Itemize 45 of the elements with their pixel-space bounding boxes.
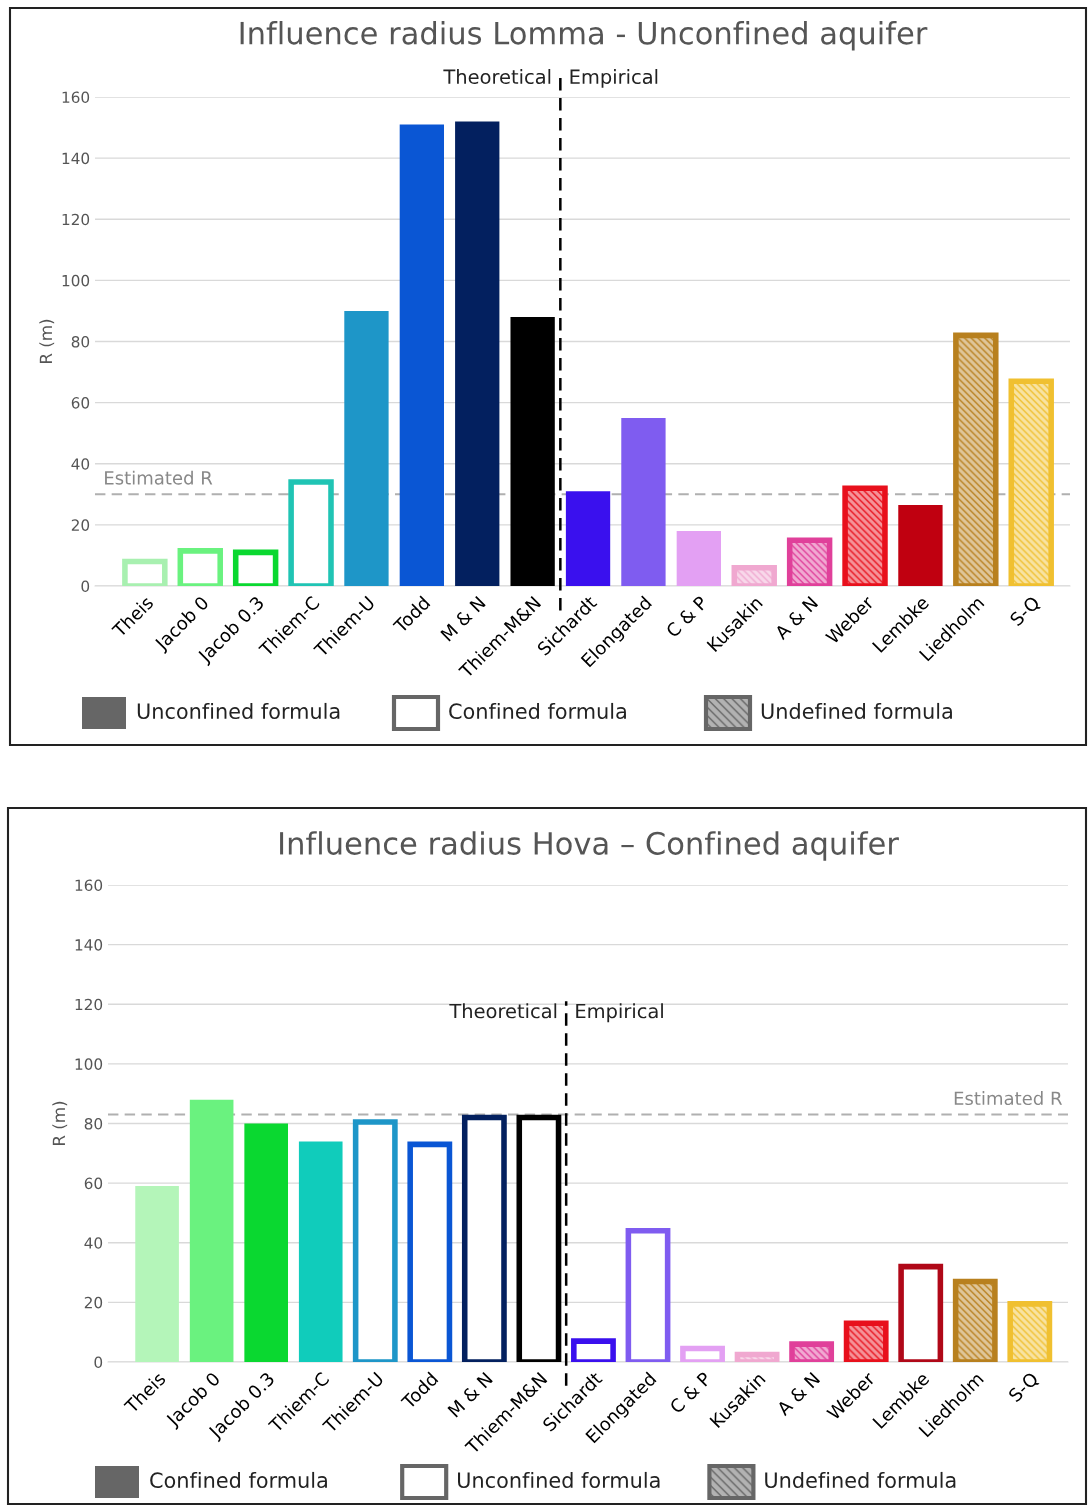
- y-tick-label: 0: [94, 1356, 103, 1369]
- chart-title: Influence radius Lomma - Unconfined aquifer: [240, 21, 928, 51]
- y-tick-label: 20: [71, 519, 90, 531]
- text: Undefined formula: [765, 1471, 956, 1489]
- y-tick-label: 0: [81, 580, 90, 593]
- x-tick-label: C & P: [665, 594, 709, 639]
- x-tick-label: S-Q: [1007, 1371, 1041, 1405]
- text: Empirical: [570, 69, 658, 88]
- y-tick-label: 60: [71, 397, 90, 409]
- x-tick-label: C & P: [668, 1370, 712, 1415]
- y-tick-label: 100: [62, 274, 90, 287]
- y-tick-label: 40: [71, 458, 90, 470]
- ref-line-label: Estimated R: [105, 470, 213, 485]
- y-tick-label: 60: [84, 1177, 103, 1190]
- y-tick-label: 140: [62, 152, 90, 165]
- y-tick-label: 140: [75, 939, 103, 951]
- text: Confined formula: [449, 702, 626, 720]
- text: Unconfined formula: [137, 702, 340, 720]
- x-tick-label: A & N: [775, 1371, 821, 1417]
- text: Undefined formula: [761, 702, 952, 720]
- y-tick-label: 120: [75, 998, 103, 1011]
- y-tick-label: 80: [84, 1117, 103, 1130]
- annotation: Theoretical: [449, 1003, 557, 1019]
- ref-line-label: Estimated R: [954, 1091, 1063, 1106]
- text: Theoretical: [443, 69, 551, 85]
- y-tick-label: 160: [75, 879, 103, 892]
- bar: [621, 417, 666, 586]
- y-axis-title: R (m): [39, 319, 55, 363]
- bar: [455, 121, 500, 586]
- y-tick-label: 120: [62, 213, 90, 226]
- y-tick-label: 20: [84, 1296, 103, 1309]
- x-tick-label: S-Q: [1009, 595, 1042, 629]
- bar: [510, 317, 555, 586]
- y-tick-label: 80: [71, 335, 90, 348]
- y-tick-label: 40: [84, 1237, 103, 1249]
- annotation: Empirical: [576, 1003, 663, 1023]
- bar: [399, 124, 445, 586]
- text: Confined formula: [150, 1471, 327, 1489]
- chart-title: Influence radius Hova – Confined aquifer: [280, 831, 899, 861]
- text: Unconfined formula: [458, 1471, 660, 1489]
- x-tick-label: A & N: [773, 595, 819, 641]
- y-tick-label: 100: [75, 1058, 103, 1070]
- y-axis-title: R (m): [52, 1101, 68, 1145]
- y-tick-label: 160: [62, 91, 90, 104]
- bar: [344, 310, 389, 586]
